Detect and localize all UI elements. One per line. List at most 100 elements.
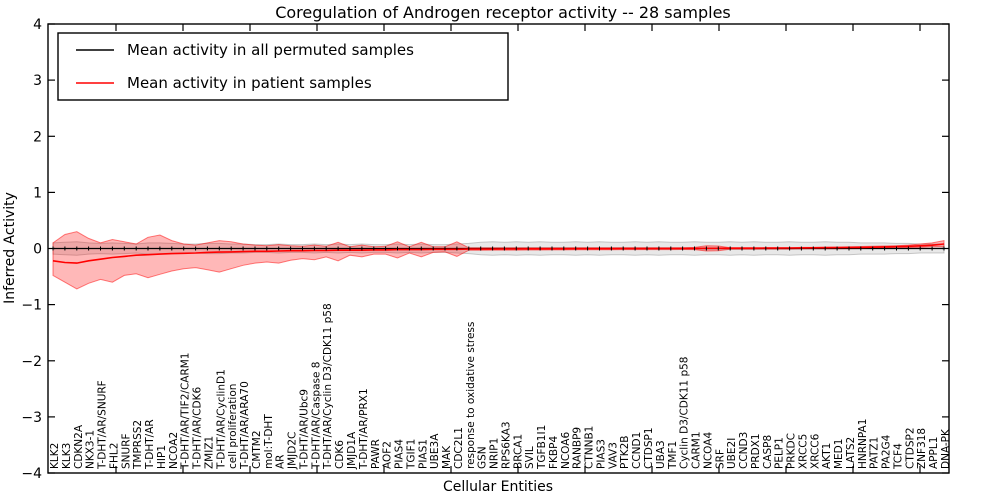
x-tick-label: PRDX1 xyxy=(750,433,762,469)
x-tick-label: PIAS4 xyxy=(394,439,406,469)
x-tick-label: CDK6 xyxy=(334,440,346,469)
y-axis-ticks: −4 −3 −2 −1 0 1 2 3 4 xyxy=(21,17,949,482)
x-tick-label: SRF xyxy=(714,449,726,469)
x-tick-label: MED1 xyxy=(833,439,845,469)
x-tick-label: ZNF318 xyxy=(916,428,928,469)
x-tick-label: NCOA6 xyxy=(560,432,572,469)
x-tick-label: CCND1 xyxy=(631,432,643,469)
x-tick-label: response to oxidative stress xyxy=(465,322,477,469)
x-tick-label: MAK xyxy=(441,445,453,469)
x-tick-label: PATZ1 xyxy=(869,437,881,469)
x-tick-label: UBE2I xyxy=(726,438,738,469)
x-tick-label: PRKDC xyxy=(786,433,798,469)
y-tick-label: 0 xyxy=(33,242,42,258)
x-tick-label: TMF1 xyxy=(667,441,679,470)
y-tick-label: 2 xyxy=(33,129,42,145)
legend-box xyxy=(57,32,509,101)
y-tick-label: −1 xyxy=(21,298,42,314)
x-tick-label: PIAS1 xyxy=(417,439,429,469)
x-tick-label: TCF4 xyxy=(893,443,905,470)
patient-samples-band-area xyxy=(52,231,945,290)
legend: Mean activity in all permuted samples Me… xyxy=(57,32,509,101)
x-tick-label: PELP1 xyxy=(774,437,786,469)
x-tick-label: ZMIZ1 xyxy=(203,436,215,469)
x-tick-label: JMJD2C xyxy=(287,432,299,470)
chart-title: Coregulation of Androgen receptor activi… xyxy=(275,3,731,22)
x-tick-label: PAWR xyxy=(370,439,382,469)
x-tick-label: AOF2 xyxy=(382,441,394,469)
y-tick-label: 4 xyxy=(33,17,42,33)
x-tick-label: KLK3 xyxy=(61,443,73,469)
x-tick-label: BRCA1 xyxy=(512,434,524,469)
x-tick-label: T-DHT/AR xyxy=(144,419,156,470)
x-tick-label: T-DHT/AR/ARA70 xyxy=(239,381,251,470)
x-tick-label: CTNNB1 xyxy=(584,426,596,469)
x-tick-label: NCOA4 xyxy=(702,432,714,469)
x-tick-label: T-DHT/AR/CyclinD1 xyxy=(215,369,227,470)
x-tick-label: mol:T-DHT xyxy=(263,414,275,469)
x-tick-label: CDKN2A xyxy=(73,424,85,469)
x-tick-label: RPS6KA3 xyxy=(500,421,512,469)
x-tick-label: AKT1 xyxy=(821,443,833,469)
x-tick-label: T-DHT/AR/PRX1 xyxy=(358,388,370,470)
x-tick-label: CARM1 xyxy=(691,431,703,469)
x-tick-label: NKX3-1 xyxy=(85,430,97,469)
x-tick-label: XRCC6 xyxy=(809,433,821,469)
x-tick-label: T-DHT/AR/Caspase 8 xyxy=(310,362,322,470)
x-tick-label: HNRNPA1 xyxy=(857,419,869,469)
x-tick-label: SVIL xyxy=(524,446,536,469)
x-tick-label: cell proliferation xyxy=(227,384,239,469)
x-tick-label: LATS2 xyxy=(845,437,857,469)
x-tick-label: Cyclin D3/CDK11 p58 xyxy=(679,357,691,469)
x-tick-label: T-DHT/AR/SNURF xyxy=(97,380,109,470)
x-tick-label: KLK2 xyxy=(49,443,61,469)
x-tick-label: CCND3 xyxy=(738,432,750,469)
x-tick-label: CTDSP1 xyxy=(643,427,655,469)
x-tick-label: JMJD1A xyxy=(346,431,358,470)
x-tick-label: TMPRSS2 xyxy=(132,420,144,470)
x-tick-label: CDC2L1 xyxy=(453,427,465,469)
y-tick-label: −3 xyxy=(21,410,42,426)
x-tick-label: DNA-PK xyxy=(940,428,952,469)
x-tick-label: UBA3 xyxy=(655,440,667,469)
y-tick-label: −2 xyxy=(21,354,42,370)
x-tick-label: UBE3A xyxy=(429,433,441,469)
x-tick-label: XRCC5 xyxy=(797,434,809,469)
x-tick-label: T-DHT/AR/TIF2/CARM1 xyxy=(180,352,192,470)
x-tick-label: AR xyxy=(275,455,287,469)
x-tick-label: GSN xyxy=(477,446,489,469)
x-tick-label: T-DHT/AR/CDK6 xyxy=(192,387,204,470)
x-tick-label: T-DHT/AR/Ubc9 xyxy=(299,389,311,470)
y-axis-label: Inferred Activity xyxy=(2,192,18,304)
x-tick-label: TGFB1I1 xyxy=(536,425,548,470)
x-tick-label: NCOA2 xyxy=(168,432,180,469)
y-tick-label: 1 xyxy=(33,185,42,201)
x-tick-labels: KLK2 KLK3 CDKN2A NKX3-1 T-DHT/AR/SNURF FHL2 SN… xyxy=(49,303,952,470)
y-tick-label: −4 xyxy=(21,466,42,482)
x-tick-label: NRIP1 xyxy=(489,438,501,469)
x-tick-label: SNURF xyxy=(120,433,132,469)
x-axis-label: Cellular Entities xyxy=(443,479,553,495)
x-tick-label: CTDSP2 xyxy=(904,427,916,469)
x-axis-ticks xyxy=(115,24,921,473)
x-tick-label: TGIF1 xyxy=(405,439,417,470)
legend-label-permuted-samples: Mean activity in all permuted samples xyxy=(127,41,414,59)
x-tick-label: PIAS3 xyxy=(596,439,608,469)
x-tick-label: RANBP9 xyxy=(572,427,584,469)
x-tick-label: CMTM2 xyxy=(251,430,263,469)
legend-label-patient-samples: Mean activity in patient samples xyxy=(127,74,372,92)
y-tick-label: 3 xyxy=(33,73,42,89)
x-tick-label: PA2G4 xyxy=(881,434,893,469)
x-tick-label: VAV3 xyxy=(607,442,619,469)
x-tick-label: FHL2 xyxy=(108,443,120,469)
x-tick-label: T-DHT/AR/Cyclin D3/CDK11 p58 xyxy=(322,303,334,470)
x-tick-label: HIP1 xyxy=(156,445,168,469)
x-tick-label: PTK2B xyxy=(619,435,631,469)
x-tick-label: APPL1 xyxy=(928,437,940,469)
x-tick-label: FKBP4 xyxy=(548,436,560,469)
patient-mean-line xyxy=(52,243,945,264)
x-tick-label: CASP8 xyxy=(762,435,774,469)
